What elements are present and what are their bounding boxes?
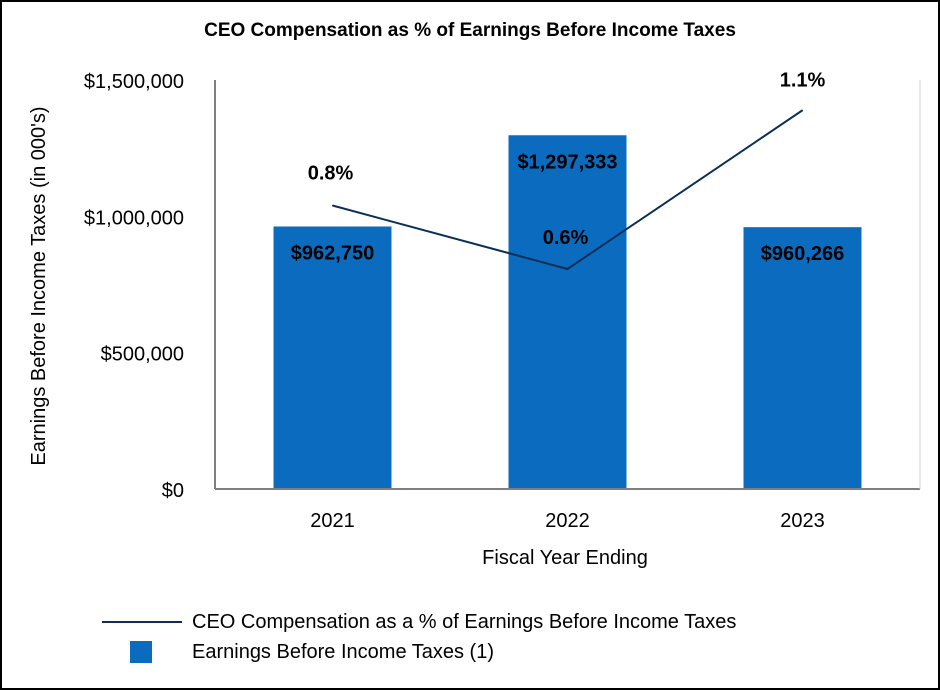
x-axis-title: Fiscal Year Ending: [482, 547, 648, 569]
chart-title: CEO Compensation as % of Earnings Before…: [204, 20, 736, 41]
line-point: [802, 109, 803, 111]
legend-item-line: CEO Compensation as a % of Earnings Befo…: [102, 607, 736, 637]
bar-value-label: $1,297,333: [517, 151, 617, 173]
y-tick-label: $1,500,000: [84, 71, 184, 93]
bar-2022: [508, 135, 627, 489]
x-tick-label: 2023: [780, 510, 825, 532]
legend-bar-swatch: [130, 641, 152, 663]
y-tick-label: $0: [162, 480, 184, 502]
bar-value-label: $962,750: [291, 242, 374, 264]
line-value-label: 0.6%: [543, 227, 589, 249]
line-value-label: 1.1%: [780, 69, 826, 91]
x-tick-label: 2021: [310, 510, 355, 532]
line-point: [567, 268, 568, 270]
legend-line-swatch: [102, 621, 182, 623]
legend-item-bar: Earnings Before Income Taxes (1): [102, 637, 736, 667]
bar-2021: [273, 226, 392, 489]
bar-2023: [743, 227, 862, 489]
x-tick-label: 2022: [545, 510, 590, 532]
legend-label-bar: Earnings Before Income Taxes (1): [192, 640, 495, 663]
legend-label-line: CEO Compensation as a % of Earnings Befo…: [192, 610, 737, 633]
y-axis-title: Earnings Before Income Taxes (in 000's): [28, 106, 50, 465]
y-tick-label: $1,000,000: [84, 207, 184, 229]
bar-value-label: $960,266: [761, 243, 844, 265]
line-point: [332, 205, 333, 206]
line-value-label: 0.8%: [308, 163, 354, 185]
legend: CEO Compensation as a % of Earnings Befo…: [102, 607, 736, 667]
y-tick-label: $500,000: [101, 344, 184, 366]
